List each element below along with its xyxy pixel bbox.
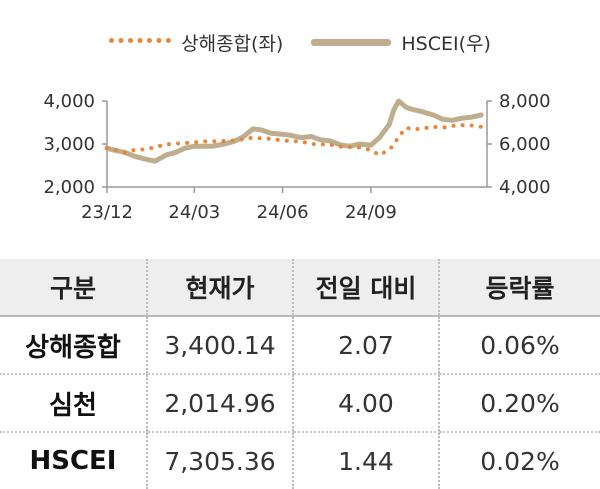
x-tick-label: 24/06: [257, 202, 309, 223]
right-tick-label: 8,000: [499, 91, 551, 112]
row-name: 상해종합: [0, 316, 147, 375]
header-change: 전일 대비: [292, 257, 439, 317]
header-price: 현재가: [146, 257, 293, 317]
left-tick-label: 4,000: [43, 91, 95, 112]
row-rate: 0.20%: [438, 374, 600, 433]
legend-label-shanghai: 상해종합(좌): [181, 32, 284, 55]
row-name: 심천: [0, 374, 147, 433]
legend-swatch-solid: [311, 38, 392, 46]
row-price: 7,305.36: [146, 432, 293, 489]
legend-item-shanghai: 상해종합(좌): [109, 29, 283, 56]
chart-legend: 상해종합(좌) HSCEI(우): [0, 26, 600, 58]
line-chart: 2,000 3,000 4,000 4,000 6,000 8,000 23/12 24/03…: [43, 91, 551, 223]
legend-swatch-dotted: [109, 37, 172, 47]
market-quote-table: 구분 현재가 전일 대비 등락률 상해종합 3,400.14 2.07 0.06…: [0, 257, 600, 489]
chart-area: 2,000 3,000 4,000 4,000 6,000 8,000 23/12 24/03…: [43, 91, 551, 223]
row-rate: 0.06%: [438, 316, 600, 375]
row-change: 2.07: [292, 316, 439, 375]
x-tick-label: 23/12: [81, 202, 133, 223]
right-tick-label: 4,000: [499, 177, 551, 198]
x-tick-label: 24/09: [345, 202, 397, 223]
table-row: 심천 2,014.96 4.00 0.20%: [0, 374, 600, 433]
legend-label-hscei: HSCEI(우): [401, 32, 491, 55]
table-row: 상해종합 3,400.14 2.07 0.06%: [0, 316, 600, 375]
series-line-shanghai: [105, 123, 484, 158]
row-price: 2,014.96: [146, 374, 293, 433]
left-tick-label: 2,000: [43, 177, 95, 198]
row-price: 3,400.14: [146, 316, 293, 375]
row-change: 4.00: [292, 374, 439, 433]
header-category: 구분: [0, 257, 147, 317]
legend-item-hscei: HSCEI(우): [311, 29, 491, 56]
table-header-row: 구분 현재가 전일 대비 등락률: [0, 257, 600, 317]
left-tick-label: 3,000: [43, 134, 95, 155]
header-rate: 등락률: [438, 257, 600, 317]
series-line-hscei: [104, 98, 484, 164]
row-rate: 0.02%: [438, 432, 600, 489]
row-change: 1.44: [292, 432, 439, 489]
right-tick-label: 6,000: [499, 134, 551, 155]
x-tick-label: 24/03: [168, 202, 220, 223]
row-name: HSCEI: [29, 446, 117, 476]
table-row: HSCEI 7,305.36 1.44 0.02%: [0, 432, 600, 489]
